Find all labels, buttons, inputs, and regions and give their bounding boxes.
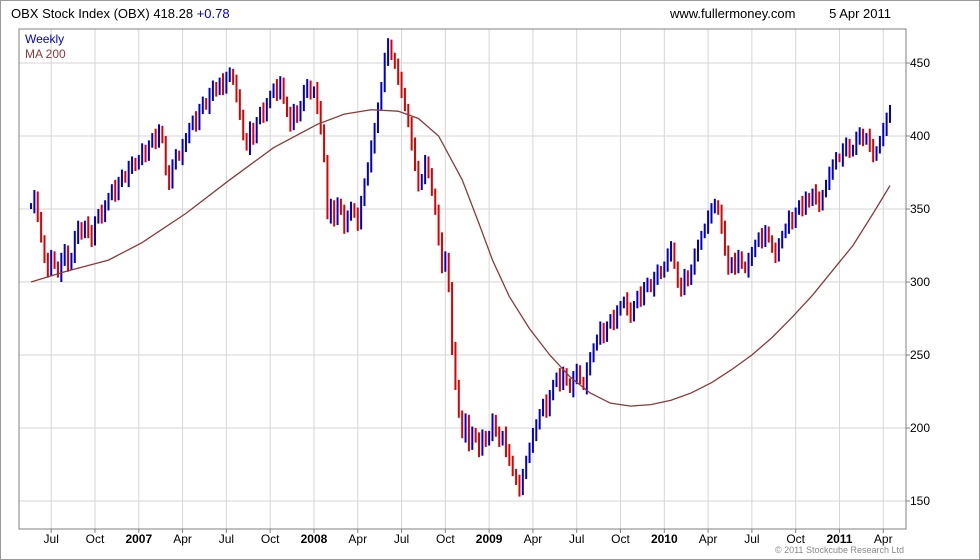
- ma-200-line: [30, 109, 891, 407]
- y-tick-label: 200: [910, 421, 930, 435]
- price-bars: [30, 38, 891, 497]
- x-tick-label: 2011: [826, 532, 852, 546]
- x-tick-label: Oct: [86, 532, 105, 546]
- x-tick-label: Apr: [348, 532, 367, 546]
- x-tick-label: Oct: [786, 532, 805, 546]
- x-tick-label: Jul: [44, 532, 59, 546]
- x-tick-label: Apr: [524, 532, 543, 546]
- plot-border: [18, 28, 907, 530]
- y-tick-label: 350: [910, 202, 930, 216]
- legend-weekly-label: Weekly: [25, 32, 65, 46]
- website-label: www.fullermoney.com: [669, 6, 796, 21]
- x-tick-label: 2008: [301, 532, 328, 546]
- price-change: +0.78: [196, 6, 230, 21]
- x-tick-label: Apr: [173, 532, 192, 546]
- x-tick-label: 2009: [476, 532, 503, 546]
- chart-header-right: www.fullermoney.com 5 Apr 2011: [670, 6, 891, 21]
- copyright-notice: © 2011 Stockcube Research Ltd: [774, 545, 904, 555]
- x-tick-label: Oct: [436, 532, 455, 546]
- date-label: 5 Apr 2011: [829, 6, 891, 21]
- x-tick-label: Jul: [219, 532, 234, 546]
- y-tick-label: 300: [910, 275, 930, 289]
- y-tick-label: 150: [910, 494, 930, 508]
- y-tick-label: 450: [910, 56, 930, 70]
- x-tick-label: Oct: [611, 532, 630, 546]
- instrument-title: OBX Stock Index (OBX) 418.28: [11, 6, 194, 21]
- chart-header-title: OBX Stock Index (OBX) 418.28 +0.78: [11, 6, 230, 21]
- x-tick-label: Oct: [261, 532, 280, 546]
- x-tick-label: Jul: [744, 532, 759, 546]
- x-tick-label: Jul: [569, 532, 584, 546]
- x-tick-label: Apr: [874, 532, 893, 546]
- legend-ma200-label: MA 200: [25, 47, 66, 61]
- x-tick-label: Apr: [699, 532, 718, 546]
- y-tick-label: 400: [910, 129, 930, 143]
- chart-legend: Weekly MA 200: [25, 32, 66, 62]
- x-tick-label: 2010: [651, 532, 678, 546]
- y-tick-label: 250: [910, 348, 930, 362]
- x-tick-label: 2007: [125, 532, 152, 546]
- x-tick-label: Jul: [394, 532, 409, 546]
